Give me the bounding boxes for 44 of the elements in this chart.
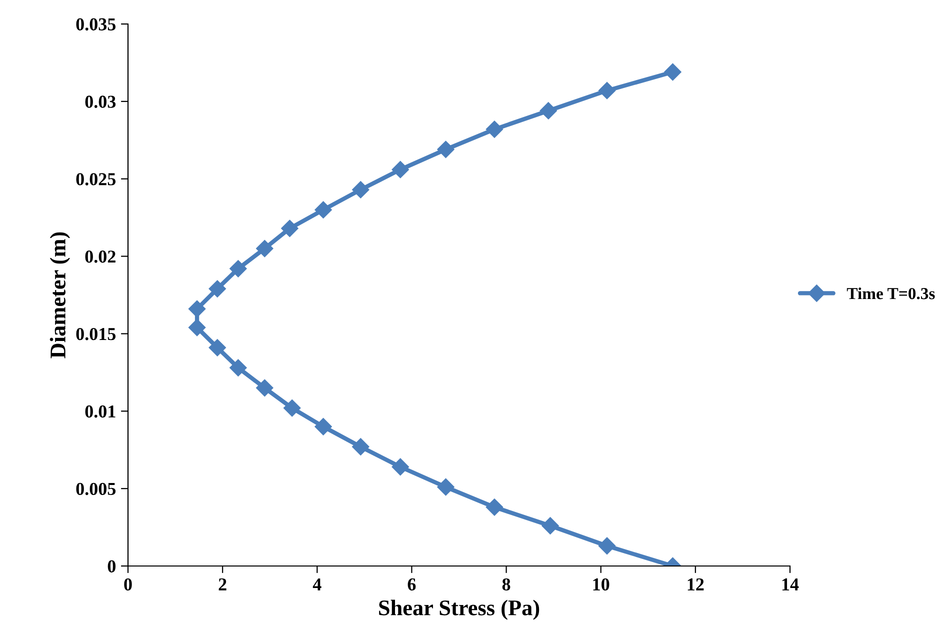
y-tick-label: 0.035 bbox=[76, 18, 116, 31]
point bbox=[664, 63, 682, 81]
y-tick-label: 0.03 bbox=[85, 96, 116, 108]
point bbox=[230, 359, 247, 376]
point bbox=[486, 498, 504, 516]
x-tick-label: 2 bbox=[218, 578, 226, 590]
point bbox=[598, 537, 616, 554]
point bbox=[230, 260, 247, 278]
point bbox=[256, 379, 274, 396]
point bbox=[352, 181, 370, 198]
y-axis-title: Diameter (m) bbox=[50, 232, 70, 358]
point bbox=[188, 300, 206, 318]
x-axis-title: Shear Stress (Pa) bbox=[379, 600, 540, 620]
x-tick-label: 10 bbox=[593, 578, 610, 591]
point bbox=[208, 280, 226, 298]
x-tick-label: 6 bbox=[408, 578, 416, 591]
point bbox=[281, 220, 298, 237]
point bbox=[486, 120, 504, 138]
x-tick-label: 0 bbox=[124, 578, 132, 591]
legend-label: Time T=0.3s bbox=[846, 287, 935, 300]
point bbox=[314, 201, 332, 218]
y-tick-label: 0.005 bbox=[76, 482, 116, 496]
x-tick-label: 8 bbox=[502, 578, 510, 591]
point bbox=[208, 339, 226, 356]
point bbox=[256, 240, 274, 258]
y-tick-label: 0.01 bbox=[85, 405, 116, 418]
point bbox=[392, 161, 409, 178]
point bbox=[437, 478, 454, 496]
point bbox=[188, 318, 206, 336]
point bbox=[437, 140, 454, 158]
y-tick-label: 0 bbox=[108, 560, 116, 572]
point bbox=[540, 102, 557, 120]
point bbox=[314, 418, 332, 436]
y-tick-label: 0.015 bbox=[76, 328, 116, 340]
x-tick-label: 4 bbox=[312, 578, 322, 590]
point bbox=[542, 517, 559, 534]
y-tick-label: 0.025 bbox=[76, 173, 116, 186]
point bbox=[284, 399, 301, 417]
point bbox=[598, 82, 616, 100]
x-tick-label: 12 bbox=[688, 578, 704, 590]
point bbox=[392, 458, 409, 476]
y-tick-label: 0.02 bbox=[85, 250, 116, 263]
x-tick-label: 14 bbox=[782, 578, 799, 590]
point bbox=[352, 438, 370, 456]
